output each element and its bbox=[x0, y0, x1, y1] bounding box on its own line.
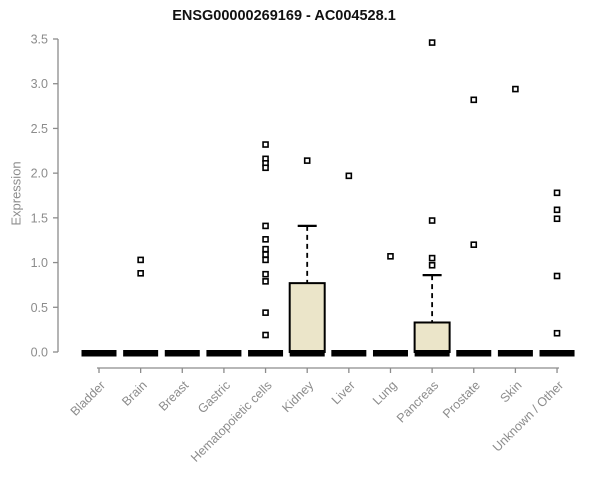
median-zero-bar bbox=[164, 350, 200, 357]
x-tick-label: Hematopoietic cells bbox=[188, 378, 275, 465]
outlier-point bbox=[262, 222, 269, 230]
outlier-point bbox=[428, 261, 436, 269]
outlier-point bbox=[262, 236, 269, 243]
median-zero-bar bbox=[456, 350, 492, 357]
outlier-point bbox=[553, 272, 561, 280]
outlier-point bbox=[262, 141, 269, 148]
outlier-point bbox=[345, 172, 353, 180]
outlier-point bbox=[428, 39, 436, 46]
median-zero-bar bbox=[539, 350, 575, 357]
y-tick-label: 1.5 bbox=[31, 211, 48, 225]
outlier-point bbox=[512, 85, 519, 93]
outlier-point bbox=[553, 189, 561, 197]
outlier-point bbox=[470, 241, 478, 248]
outlier-point bbox=[303, 157, 311, 164]
y-tick-label: 3.5 bbox=[31, 33, 48, 47]
outlier-point bbox=[262, 331, 269, 339]
outlier-point bbox=[387, 253, 394, 260]
x-tick-label: Gastric bbox=[195, 378, 233, 416]
y-tick-label: 0.0 bbox=[31, 346, 48, 360]
y-tick-label: 1.0 bbox=[31, 256, 48, 270]
outlier-point bbox=[470, 96, 478, 104]
x-tick-label: Breast bbox=[156, 378, 192, 414]
x-tick-label: Prostate bbox=[440, 378, 483, 421]
box bbox=[288, 282, 326, 354]
outlier-point bbox=[553, 206, 561, 214]
median-zero-bar bbox=[497, 350, 533, 357]
x-tick-label: Liver bbox=[329, 378, 358, 407]
median-zero-bar bbox=[123, 350, 159, 357]
median-zero-bar bbox=[81, 350, 117, 357]
x-tick-label: Lung bbox=[370, 378, 400, 408]
x-tick-label: Bladder bbox=[68, 378, 108, 418]
box bbox=[413, 321, 451, 354]
outlier-point bbox=[262, 164, 269, 172]
outlier-point bbox=[262, 256, 269, 264]
outlier-point bbox=[262, 251, 269, 258]
chart-title: ENSG00000269169 - AC004528.1 bbox=[172, 8, 396, 24]
y-tick-label: 2.5 bbox=[31, 122, 48, 136]
outlier-point bbox=[428, 254, 436, 262]
outlier-point bbox=[553, 215, 561, 223]
median-zero-bar bbox=[414, 350, 450, 357]
x-tick-label: Brain bbox=[119, 378, 150, 409]
x-tick-label: Pancreas bbox=[394, 378, 441, 425]
outlier-point bbox=[262, 245, 269, 253]
x-tick-label: Skin bbox=[497, 378, 524, 405]
outlier-point bbox=[553, 329, 561, 337]
median-zero-bar bbox=[289, 350, 325, 357]
y-tick-label: 2.0 bbox=[31, 167, 48, 181]
median-zero-bar bbox=[248, 350, 284, 357]
median-zero-bar bbox=[331, 350, 367, 357]
median-zero-bar bbox=[372, 350, 408, 357]
outlier-point bbox=[262, 309, 269, 316]
outlier-point bbox=[262, 270, 269, 278]
outlier-point bbox=[137, 270, 144, 277]
median-zero-bar bbox=[206, 350, 242, 357]
y-tick-label: 3.0 bbox=[31, 77, 48, 91]
outlier-point bbox=[428, 217, 436, 224]
x-tick-label: Unknown / Other bbox=[490, 378, 566, 454]
outlier-point bbox=[137, 256, 144, 264]
y-tick-label: 0.5 bbox=[31, 301, 48, 315]
outlier-point bbox=[262, 278, 269, 285]
x-tick-label: Kidney bbox=[279, 378, 316, 415]
